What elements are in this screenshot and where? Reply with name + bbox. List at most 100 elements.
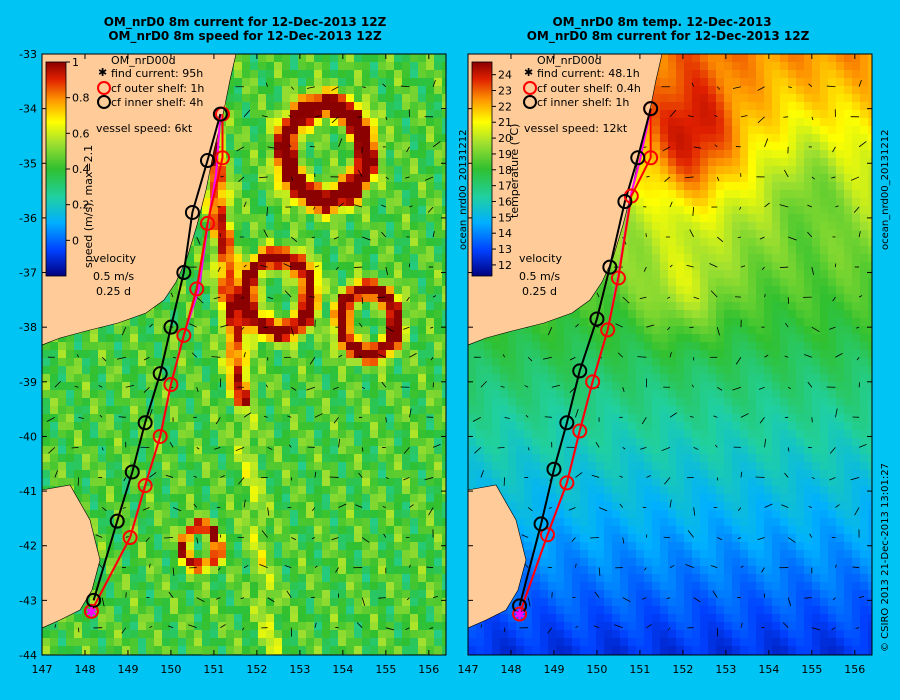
field-cell: [178, 350, 187, 359]
field-cell: [402, 614, 411, 623]
field-cell: [386, 190, 395, 199]
field-cell: [82, 494, 91, 503]
field-cell: [378, 334, 387, 343]
field-cell: [724, 142, 733, 151]
field-cell: [386, 406, 395, 415]
field-cell: [50, 422, 59, 431]
field-cell: [218, 422, 227, 431]
field-cell: [442, 54, 446, 63]
field-cell: [250, 118, 259, 127]
field-cell: [828, 150, 837, 159]
field-cell: [708, 78, 717, 87]
field-cell: [338, 358, 347, 367]
field-cell: [274, 590, 283, 599]
field-cell: [322, 406, 331, 415]
field-cell: [290, 526, 299, 535]
field-cell: [202, 414, 211, 423]
field-cell: [282, 614, 291, 623]
field-cell: [708, 150, 717, 159]
field-cell: [178, 270, 187, 279]
field-cell: [370, 358, 379, 367]
field-cell: [290, 398, 299, 407]
field-cell: [346, 334, 355, 343]
field-cell: [162, 310, 171, 319]
field-cell: [362, 222, 371, 231]
field-cell: [684, 134, 693, 143]
field-cell: [386, 550, 395, 559]
field-cell: [370, 270, 379, 279]
field-cell: [748, 134, 757, 143]
field-cell: [154, 382, 163, 391]
field-cell: [314, 366, 323, 375]
field-cell: [836, 70, 845, 79]
y-tick-label: -39: [19, 376, 37, 389]
field-cell: [434, 302, 443, 311]
field-cell: [42, 470, 51, 479]
field-cell: [394, 366, 403, 375]
field-cell: [740, 70, 749, 79]
field-cell: [748, 70, 757, 79]
field-cell: [170, 558, 179, 567]
field-cell: [394, 446, 403, 455]
field-cell: [338, 566, 347, 575]
field-cell: [178, 286, 187, 295]
field-cell: [756, 142, 765, 151]
field-cell: [250, 94, 259, 103]
field-cell: [724, 78, 733, 87]
field-cell: [660, 70, 669, 79]
field-cell: [234, 366, 243, 375]
field-cell: [242, 390, 251, 399]
field-cell: [386, 614, 395, 623]
field-cell: [346, 270, 355, 279]
velocity-arrow: [172, 356, 177, 359]
field-cell: [186, 614, 195, 623]
field-cell: [274, 70, 283, 79]
field-cell: [346, 366, 355, 375]
field-cell: [266, 422, 275, 431]
field-cell: [298, 454, 307, 463]
field-cell: [386, 510, 395, 519]
field-cell: [210, 198, 219, 207]
field-cell: [138, 638, 147, 647]
field-cell: [442, 222, 446, 231]
field-cell: [748, 54, 757, 63]
field-cell: [138, 342, 147, 351]
field-cell: [788, 94, 797, 103]
field-cell: [410, 494, 419, 503]
field-cell: [804, 142, 813, 151]
field-cell: [442, 414, 446, 423]
field-cell: [692, 142, 701, 151]
field-cell: [354, 246, 363, 255]
field-cell: [394, 270, 403, 279]
field-cell: [138, 486, 147, 495]
field-cell: [362, 246, 371, 255]
field-cell: [106, 558, 115, 567]
field-cell: [90, 486, 99, 495]
field-cell: [386, 366, 395, 375]
field-cell: [426, 222, 435, 231]
field-cell: [378, 638, 387, 647]
field-cell: [258, 206, 267, 215]
field-cell: [820, 110, 829, 119]
field-cell: [306, 446, 315, 455]
field-cell: [410, 598, 419, 607]
field-cell: [234, 198, 243, 207]
field-cell: [138, 566, 147, 575]
field-cell: [676, 70, 685, 79]
field-cell: [386, 422, 395, 431]
field-cell: [402, 350, 411, 359]
field-cell: [346, 246, 355, 255]
field-cell: [354, 174, 363, 183]
field-cell: [66, 398, 75, 407]
field-cell: [402, 414, 411, 423]
inner-shelf-waypoint: [109, 513, 125, 529]
field-cell: [250, 342, 259, 351]
field-cell: [442, 526, 446, 535]
field-cell: [218, 454, 227, 463]
field-cell: [186, 510, 195, 519]
field-cell: [370, 222, 379, 231]
field-cell: [426, 598, 435, 607]
field-cell: [74, 630, 83, 639]
field-cell: [338, 326, 347, 335]
field-cell: [306, 334, 315, 343]
